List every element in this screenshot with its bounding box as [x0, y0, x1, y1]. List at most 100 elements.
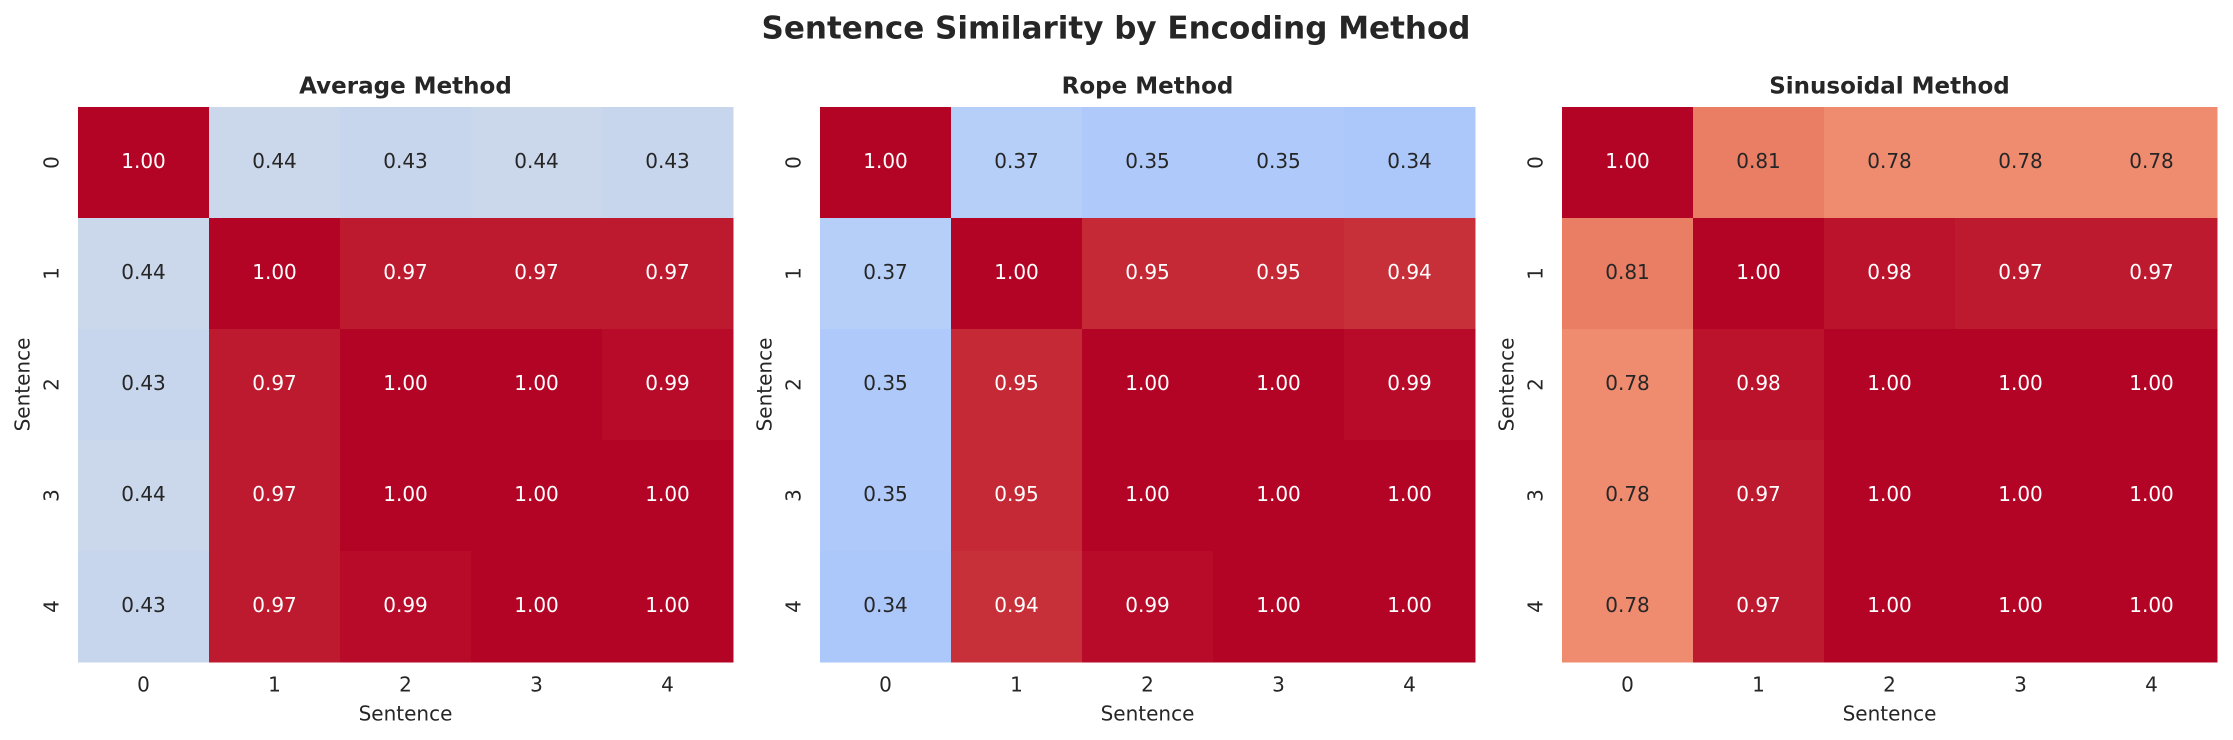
heatmap-cell — [1344, 440, 1476, 552]
heatmap-cell — [1955, 218, 2087, 330]
heatmap-cell — [602, 551, 734, 663]
heatmap-cell — [209, 329, 341, 441]
x-tick-label: 4 — [661, 673, 674, 697]
heatmap-cell — [78, 218, 210, 330]
heatmap-cell — [209, 218, 341, 330]
heatmap-cell — [951, 218, 1083, 330]
heatmap-cell — [820, 107, 952, 219]
heatmap-cell — [1824, 107, 1956, 219]
heatmap-cell — [951, 440, 1083, 552]
cell-label: 0.81 — [1736, 149, 1781, 173]
cell-label: 1.00 — [645, 482, 690, 506]
heatmap-cell — [1562, 107, 1694, 219]
heatmap-cell — [2086, 218, 2218, 330]
x-tick-label: 1 — [268, 673, 281, 697]
cell-label: 1.00 — [121, 149, 166, 173]
heatmap-cell — [1344, 551, 1476, 663]
y-axis-label: Sentence — [753, 338, 777, 432]
cell-label: 0.44 — [121, 482, 166, 506]
heatmap-cell — [951, 107, 1083, 219]
cell-label: 0.95 — [1125, 260, 1170, 284]
cell-label: 1.00 — [1387, 593, 1432, 617]
heatmap-cell — [1955, 551, 2087, 663]
heatmap-cell — [1213, 218, 1345, 330]
x-axis-label: Sentence — [359, 702, 453, 726]
cell-label: 1.00 — [1256, 371, 1301, 395]
cell-label: 1.00 — [1387, 482, 1432, 506]
heatmap-cell — [602, 440, 734, 552]
cell-label: 0.35 — [1256, 149, 1301, 173]
heatmap-cell — [1562, 440, 1694, 552]
heatmap-cell — [1082, 551, 1214, 663]
heatmap-cell — [602, 329, 734, 441]
heatmap-cell — [1824, 440, 1956, 552]
cell-label: 1.00 — [1125, 371, 1170, 395]
cell-label: 0.99 — [1387, 371, 1432, 395]
cell-label: 0.43 — [121, 371, 166, 395]
cell-label: 1.00 — [383, 482, 428, 506]
heatmap-cell — [78, 107, 210, 219]
y-tick-label: 4 — [782, 600, 806, 613]
heatmap-cell — [1693, 440, 1825, 552]
heatmap-cell — [1824, 551, 1956, 663]
heatmap-cell — [1562, 551, 1694, 663]
heatmap-cell — [1082, 107, 1214, 219]
cell-label: 0.44 — [121, 260, 166, 284]
heatmap-cell — [2086, 440, 2218, 552]
cell-label: 1.00 — [2129, 593, 2174, 617]
heatmap-cell — [1344, 329, 1476, 441]
cell-label: 0.99 — [383, 593, 428, 617]
x-axis-label: Sentence — [1843, 702, 1937, 726]
heatmap-cell — [1213, 107, 1345, 219]
cell-label: 1.00 — [252, 260, 297, 284]
heatmap-cell — [471, 440, 603, 552]
heatmap-cell — [1082, 218, 1214, 330]
cell-label: 0.97 — [2129, 260, 2174, 284]
heatmap-cell — [1082, 329, 1214, 441]
cell-label: 0.43 — [121, 593, 166, 617]
x-tick-label: 4 — [1403, 673, 1416, 697]
cell-label: 0.37 — [863, 260, 908, 284]
x-tick-label: 1 — [1752, 673, 1765, 697]
heatmap-cell — [209, 440, 341, 552]
heatmap-cell — [951, 329, 1083, 441]
y-tick-label: 3 — [40, 489, 64, 502]
cell-label: 0.34 — [1387, 149, 1432, 173]
cell-label: 1.00 — [1998, 593, 2043, 617]
heatmap-cell — [471, 551, 603, 663]
heatmap-cell — [820, 551, 952, 663]
subplot-title: Sinusoidal Method — [1769, 74, 2010, 100]
subplot-title: Average Method — [299, 74, 512, 100]
y-tick-label: 2 — [40, 378, 64, 391]
x-tick-label: 4 — [2145, 673, 2158, 697]
cell-label: 0.95 — [1256, 260, 1301, 284]
heatmap-cell — [1824, 329, 1956, 441]
cell-label: 0.44 — [252, 149, 297, 173]
cell-label: 0.37 — [994, 149, 1039, 173]
cell-label: 0.78 — [1605, 482, 1650, 506]
cell-label: 1.00 — [1605, 149, 1650, 173]
cell-label: 1.00 — [514, 482, 559, 506]
cell-label: 0.97 — [1736, 482, 1781, 506]
cell-label: 1.00 — [514, 593, 559, 617]
cell-label: 1.00 — [1867, 593, 1912, 617]
cell-label: 0.43 — [383, 149, 428, 173]
x-tick-label: 2 — [1883, 673, 1896, 697]
x-tick-label: 2 — [399, 673, 412, 697]
x-axis-label: Sentence — [1101, 702, 1195, 726]
x-tick-label: 1 — [1010, 673, 1023, 697]
x-tick-label: 3 — [1272, 673, 1285, 697]
heatmap-cell — [1824, 218, 1956, 330]
y-tick-label: 3 — [782, 489, 806, 502]
heatmap-cell — [340, 218, 472, 330]
heatmap-cell — [951, 551, 1083, 663]
cell-label: 0.97 — [645, 260, 690, 284]
heatmap-cell — [471, 329, 603, 441]
y-tick-label: 2 — [782, 378, 806, 391]
cell-label: 0.97 — [383, 260, 428, 284]
cell-label: 1.00 — [1125, 482, 1170, 506]
cell-label: 0.97 — [1736, 593, 1781, 617]
cell-label: 0.78 — [1605, 593, 1650, 617]
heatmap-cell — [340, 440, 472, 552]
